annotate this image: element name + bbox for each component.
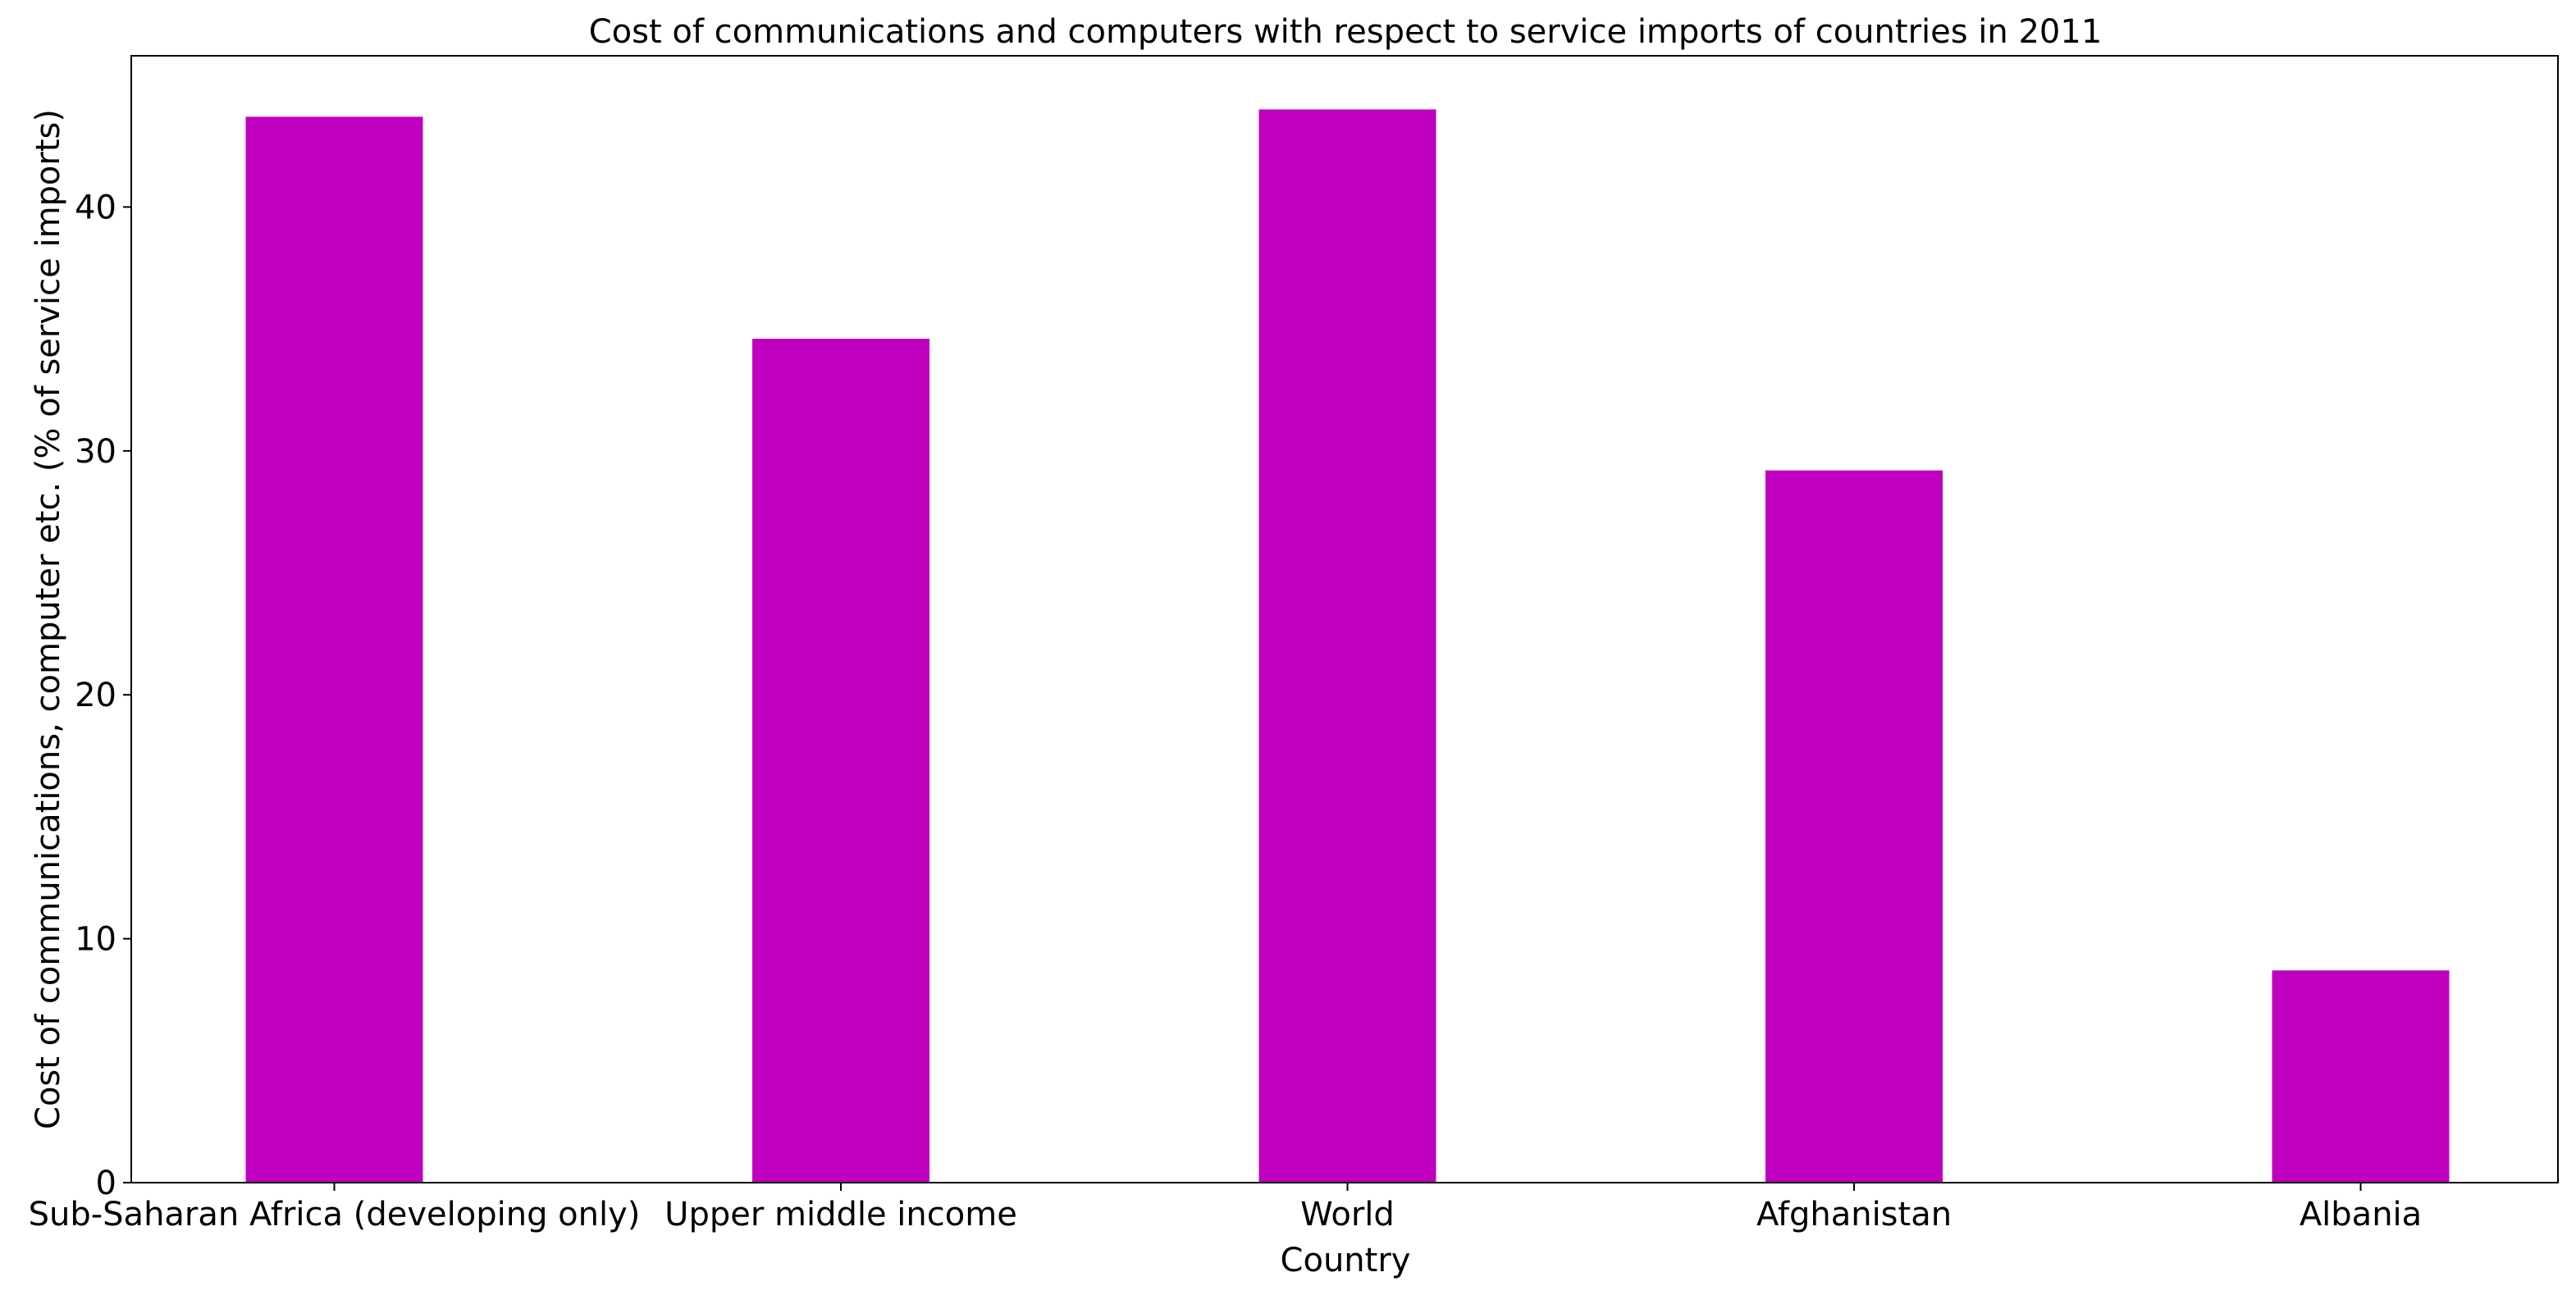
y-tick-label-1: 10 [75,921,116,959]
x-axis-ticks: Sub-Saharan Africa (developing only) Uppe… [29,1183,2422,1233]
y-tick-label-0: 0 [96,1165,116,1202]
bar-1 [752,338,929,1183]
x-tick-label-3: Afghanistan [1756,1196,1952,1233]
y-tick-label-4: 40 [75,189,116,226]
bars-group [245,109,2450,1183]
y-tick-label-2: 20 [75,677,116,714]
x-axis-label: Country [1281,1242,1411,1279]
y-tick-label-3: 30 [75,433,116,471]
x-tick-label-1: Upper middle income [665,1196,1017,1233]
x-tick-label-2: World [1300,1196,1395,1233]
x-tick-label-0: Sub-Saharan Africa (developing only) [29,1196,641,1233]
y-axis-ticks: 0 10 20 30 40 [75,189,131,1202]
bar-4 [2272,970,2450,1183]
x-tick-label-4: Albania [2300,1196,2422,1233]
bar-2 [1258,109,1436,1183]
bar-0 [245,116,423,1183]
y-axis-label: Cost of communications, computer etc. (%… [30,109,67,1129]
bar-3 [1765,470,1943,1183]
chart-title: Cost of communications and computers wit… [589,13,2103,51]
plot-frame [130,55,2559,1183]
